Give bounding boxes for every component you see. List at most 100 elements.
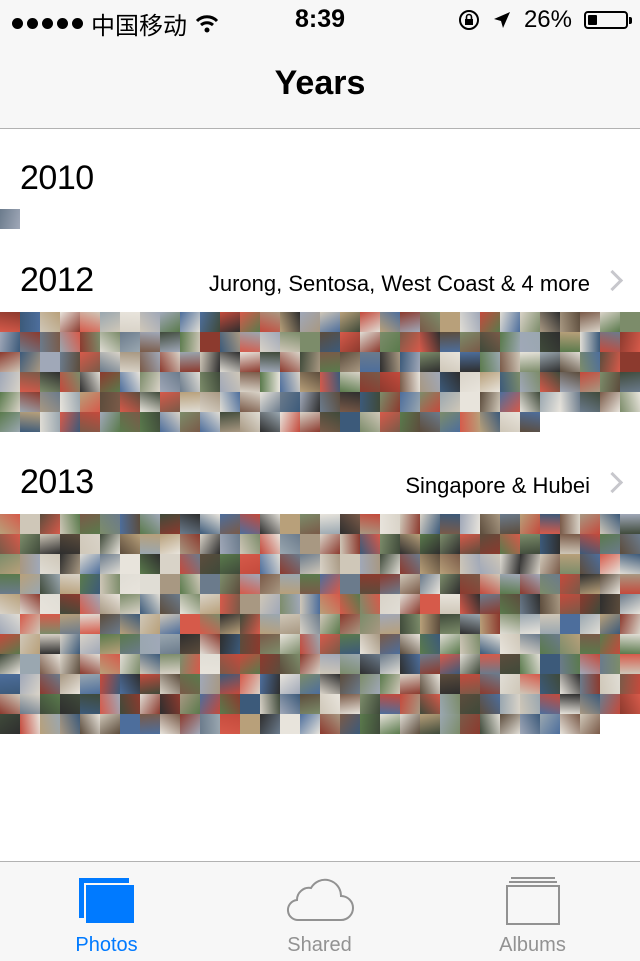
photo-thumbnail[interactable] [360,594,380,614]
photo-thumbnail[interactable] [80,412,100,432]
photo-thumbnail[interactable] [300,352,320,372]
photo-thumbnail[interactable] [460,574,480,594]
photo-thumbnail[interactable] [360,634,380,654]
photo-thumbnail[interactable] [460,694,480,714]
photo-thumbnail[interactable] [360,534,380,554]
photo-thumbnail[interactable] [120,392,140,412]
photo-thumbnail[interactable] [120,694,140,714]
photo-thumbnail[interactable] [300,372,320,392]
photo-thumbnail[interactable] [480,594,500,614]
photo-thumbnail[interactable] [280,352,300,372]
photo-thumbnail[interactable] [40,634,60,654]
photo-thumbnail[interactable] [380,514,400,534]
photo-thumbnail[interactable] [0,614,20,634]
photo-thumbnail[interactable] [580,714,600,734]
photo-thumbnail[interactable] [0,534,20,554]
photo-thumbnail[interactable] [480,554,500,574]
photo-thumbnail[interactable] [560,554,580,574]
photo-thumbnail[interactable] [260,352,280,372]
photo-thumbnail[interactable] [540,392,560,412]
photo-thumbnail[interactable] [240,352,260,372]
photo-thumbnail[interactable] [60,372,80,392]
photo-thumbnail[interactable] [100,714,120,734]
photo-thumbnail[interactable] [20,514,40,534]
photo-thumbnail[interactable] [300,674,320,694]
photo-thumbnail[interactable] [20,594,40,614]
photo-thumbnail[interactable] [420,694,440,714]
photo-thumbnail[interactable] [280,714,300,734]
photo-thumbnail[interactable] [60,514,80,534]
photo-thumbnail[interactable] [440,412,460,432]
photo-thumbnail[interactable] [180,694,200,714]
photo-thumbnail[interactable] [60,392,80,412]
photo-thumbnail[interactable] [80,714,100,734]
photo-thumbnail[interactable] [540,634,560,654]
photo-thumbnail[interactable] [200,594,220,614]
photo-thumbnail[interactable] [100,332,120,352]
photo-thumbnail[interactable] [180,614,200,634]
photo-thumbnail[interactable] [520,674,540,694]
photo-thumbnail[interactable] [100,392,120,412]
photo-thumbnail[interactable] [560,594,580,614]
photo-thumbnail[interactable] [100,554,120,574]
photo-thumbnail[interactable] [160,514,180,534]
photo-thumbnail[interactable] [320,634,340,654]
photo-thumbnail[interactable] [140,594,160,614]
photo-thumbnail[interactable] [20,392,40,412]
photo-thumbnail[interactable] [440,714,460,734]
photo-thumbnail[interactable] [160,554,180,574]
photo-thumbnail[interactable] [460,634,480,654]
photo-thumbnail[interactable] [280,554,300,574]
photo-thumbnail[interactable] [380,312,400,332]
photo-thumbnail[interactable] [360,514,380,534]
photo-thumbnail[interactable] [380,694,400,714]
photo-thumbnail[interactable] [280,412,300,432]
photo-thumbnail[interactable] [600,574,620,594]
photo-thumbnail[interactable] [220,674,240,694]
photo-thumbnail[interactable] [560,312,580,332]
photo-thumbnail[interactable] [400,534,420,554]
photo-thumbnail[interactable] [340,352,360,372]
photo-thumbnail[interactable] [420,614,440,634]
photo-thumbnail[interactable] [220,554,240,574]
photo-thumbnail[interactable] [200,694,220,714]
photo-thumbnail[interactable] [580,332,600,352]
photo-thumbnail[interactable] [120,674,140,694]
photo-thumbnail[interactable] [120,352,140,372]
photo-thumbnail[interactable] [0,352,20,372]
photo-thumbnail[interactable] [260,554,280,574]
photo-thumbnail[interactable] [440,634,460,654]
photo-thumbnail[interactable] [620,674,640,694]
photo-thumbnail[interactable] [620,514,640,534]
photo-thumbnail[interactable] [320,574,340,594]
photo-thumbnail[interactable] [40,534,60,554]
photo-thumbnail[interactable] [600,674,620,694]
photo-thumbnail[interactable] [220,594,240,614]
photo-thumbnail[interactable] [20,614,40,634]
photo-thumbnail[interactable] [240,554,260,574]
photo-thumbnail[interactable] [180,352,200,372]
photo-thumbnail[interactable] [580,514,600,534]
photo-thumbnail[interactable] [480,372,500,392]
year-header[interactable]: 2012 Jurong, Sentosa, West Coast & 4 mor… [0,231,640,301]
photo-thumbnail[interactable] [540,372,560,392]
photo-thumbnail[interactable] [180,574,200,594]
photo-thumbnail[interactable] [580,634,600,654]
photo-thumbnail[interactable] [300,694,320,714]
photo-thumbnail[interactable] [520,372,540,392]
photo-thumbnail[interactable] [380,352,400,372]
photo-thumbnail[interactable] [560,392,580,412]
photo-thumbnail[interactable] [400,614,420,634]
tab-photos[interactable]: Photos [0,862,213,961]
photo-thumbnail[interactable] [240,332,260,352]
photo-thumbnail[interactable] [80,614,100,634]
photo-thumbnail[interactable] [320,594,340,614]
photo-thumbnail[interactable] [160,352,180,372]
photo-mosaic[interactable] [0,209,640,229]
photo-thumbnail[interactable] [100,352,120,372]
photo-thumbnail[interactable] [400,312,420,332]
photo-thumbnail[interactable] [620,392,640,412]
photo-thumbnail[interactable] [20,574,40,594]
photo-thumbnail[interactable] [400,654,420,674]
photo-thumbnail[interactable] [520,352,540,372]
